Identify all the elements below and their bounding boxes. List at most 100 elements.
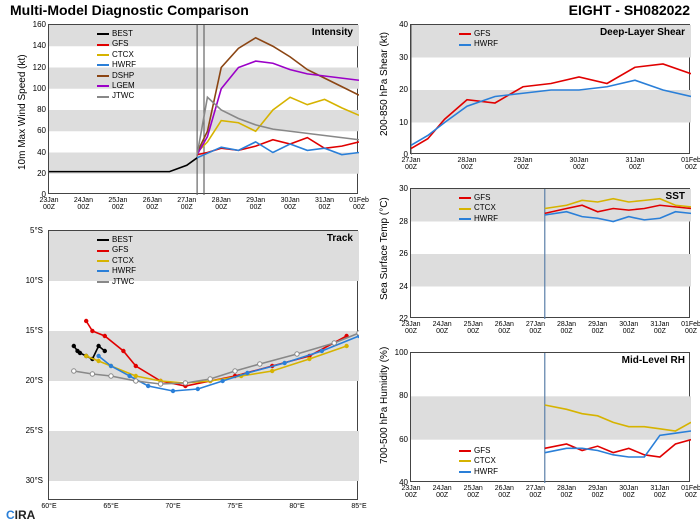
x-tick: 60°E [34,503,64,510]
x-tick: 65°E [96,503,126,510]
x-tick: 31Jan00Z [645,321,675,335]
x-tick: 75°E [220,503,250,510]
legend-item: HWRF [97,60,136,70]
y-axis-label: 700-500 hPa Humidity (%) [379,346,390,463]
legend-item: GFS [97,39,136,49]
x-tick: 31Jan00Z [310,197,340,211]
panel-title: Deep-Layer Shear [600,27,685,38]
x-tick: 30Jan00Z [614,321,644,335]
y-tick: 15°S [19,327,43,335]
x-tick: 25Jan00Z [458,485,488,499]
x-tick: 29Jan00Z [583,321,613,335]
y-tick: 20 [22,170,46,178]
legend-item: GFS [459,193,498,203]
x-tick: 23Jan00Z [396,485,426,499]
legend-item: HWRF [459,467,498,477]
x-tick: 01Feb00Z [676,321,700,335]
y-tick: 5°S [19,227,43,235]
x-tick: 31Jan00Z [645,485,675,499]
legend: BESTGFSCTCXHWRFDSHPLGEMJTWC [97,29,136,102]
y-tick: 160 [22,21,46,29]
legend: GFSHWRF [459,29,498,50]
legend-item: JTWC [97,91,136,101]
x-tick: 31Jan00Z [620,157,650,171]
header: Multi-Model Diagnostic Comparison EIGHT … [10,2,690,18]
legend: GFSCTCXHWRF [459,446,498,477]
legend-item: LGEM [97,81,136,91]
y-tick: 40 [384,21,408,29]
x-tick: 27Jan00Z [520,485,550,499]
legend: GFSCTCXHWRF [459,193,498,224]
rh-panel: Mid-Level RH700-500 hPa Humidity (%)GFSC… [410,352,690,482]
x-tick: 27Jan00Z [396,157,426,171]
x-tick: 01Feb00Z [676,157,700,171]
x-tick: 23Jan00Z [396,321,426,335]
panel-title: Track [327,233,353,244]
y-tick: 20°S [19,377,43,385]
x-tick: 30Jan00Z [614,485,644,499]
x-tick: 01Feb00Z [676,485,700,499]
y-tick: 28 [384,218,408,226]
y-tick: 10°S [19,277,43,285]
shear-panel: Deep-Layer Shear200-850 hPa Shear (kt)GF… [410,24,690,154]
x-tick: 30Jan00Z [564,157,594,171]
y-tick: 100 [22,85,46,93]
x-tick: 01Feb00Z [344,197,374,211]
x-tick: 30Jan00Z [275,197,305,211]
y-tick: 120 [22,64,46,72]
y-tick: 26 [384,250,408,258]
legend-item: CTCX [97,50,136,60]
x-tick: 24Jan00Z [427,485,457,499]
legend-item: GFS [459,446,498,456]
panel-title: SST [666,191,685,202]
x-tick: 28Jan00Z [552,485,582,499]
y-tick: 24 [384,283,408,291]
y-tick: 30 [384,54,408,62]
y-tick: 140 [22,42,46,50]
x-tick: 26Jan00Z [489,321,519,335]
header-title: Multi-Model Diagnostic Comparison [10,2,249,18]
x-tick: 26Jan00Z [489,485,519,499]
x-tick: 28Jan00Z [206,197,236,211]
x-tick: 80°E [282,503,312,510]
x-tick: 29Jan00Z [583,485,613,499]
y-tick: 80 [22,106,46,114]
x-tick: 27Jan00Z [172,197,202,211]
legend-item: HWRF [459,214,498,224]
header-storm-id: EIGHT - SH082022 [569,2,690,18]
x-tick: 28Jan00Z [552,321,582,335]
legend-item: BEST [97,29,136,39]
legend: BESTGFSCTCXHWRFJTWC [97,235,136,287]
panel-title: Intensity [312,27,353,38]
y-tick: 40 [22,149,46,157]
x-tick: 28Jan00Z [452,157,482,171]
legend-item: CTCX [459,456,498,466]
track-panel: TrackBESTGFSCTCXHWRFJTWC5°S10°S15°S20°S2… [48,230,358,500]
x-tick: 25Jan00Z [458,321,488,335]
x-tick: 24Jan00Z [68,197,98,211]
y-tick: 30 [384,185,408,193]
x-tick: 24Jan00Z [427,321,457,335]
y-tick: 60 [384,436,408,444]
x-tick: 27Jan00Z [520,321,550,335]
legend-item: HWRF [459,39,498,49]
y-tick: 10 [384,119,408,127]
y-tick: 80 [384,392,408,400]
panel-title: Mid-Level RH [622,355,685,366]
legend-item: DSHP [97,71,136,81]
dashboard: Multi-Model Diagnostic Comparison EIGHT … [0,0,700,525]
cira-logo: CIRA [6,508,35,522]
x-tick: 29Jan00Z [241,197,271,211]
x-tick: 25Jan00Z [103,197,133,211]
x-tick: 26Jan00Z [137,197,167,211]
legend-item: CTCX [459,203,498,213]
x-tick: 70°E [158,503,188,510]
y-tick: 25°S [19,427,43,435]
x-tick: 23Jan00Z [34,197,64,211]
y-tick: 60 [22,127,46,135]
y-tick: 20 [384,86,408,94]
x-tick: 29Jan00Z [508,157,538,171]
y-tick: 100 [384,349,408,357]
sst-panel: SSTSea Surface Temp (°C)GFSCTCXHWRF22242… [410,188,690,318]
x-tick: 85°E [344,503,374,510]
